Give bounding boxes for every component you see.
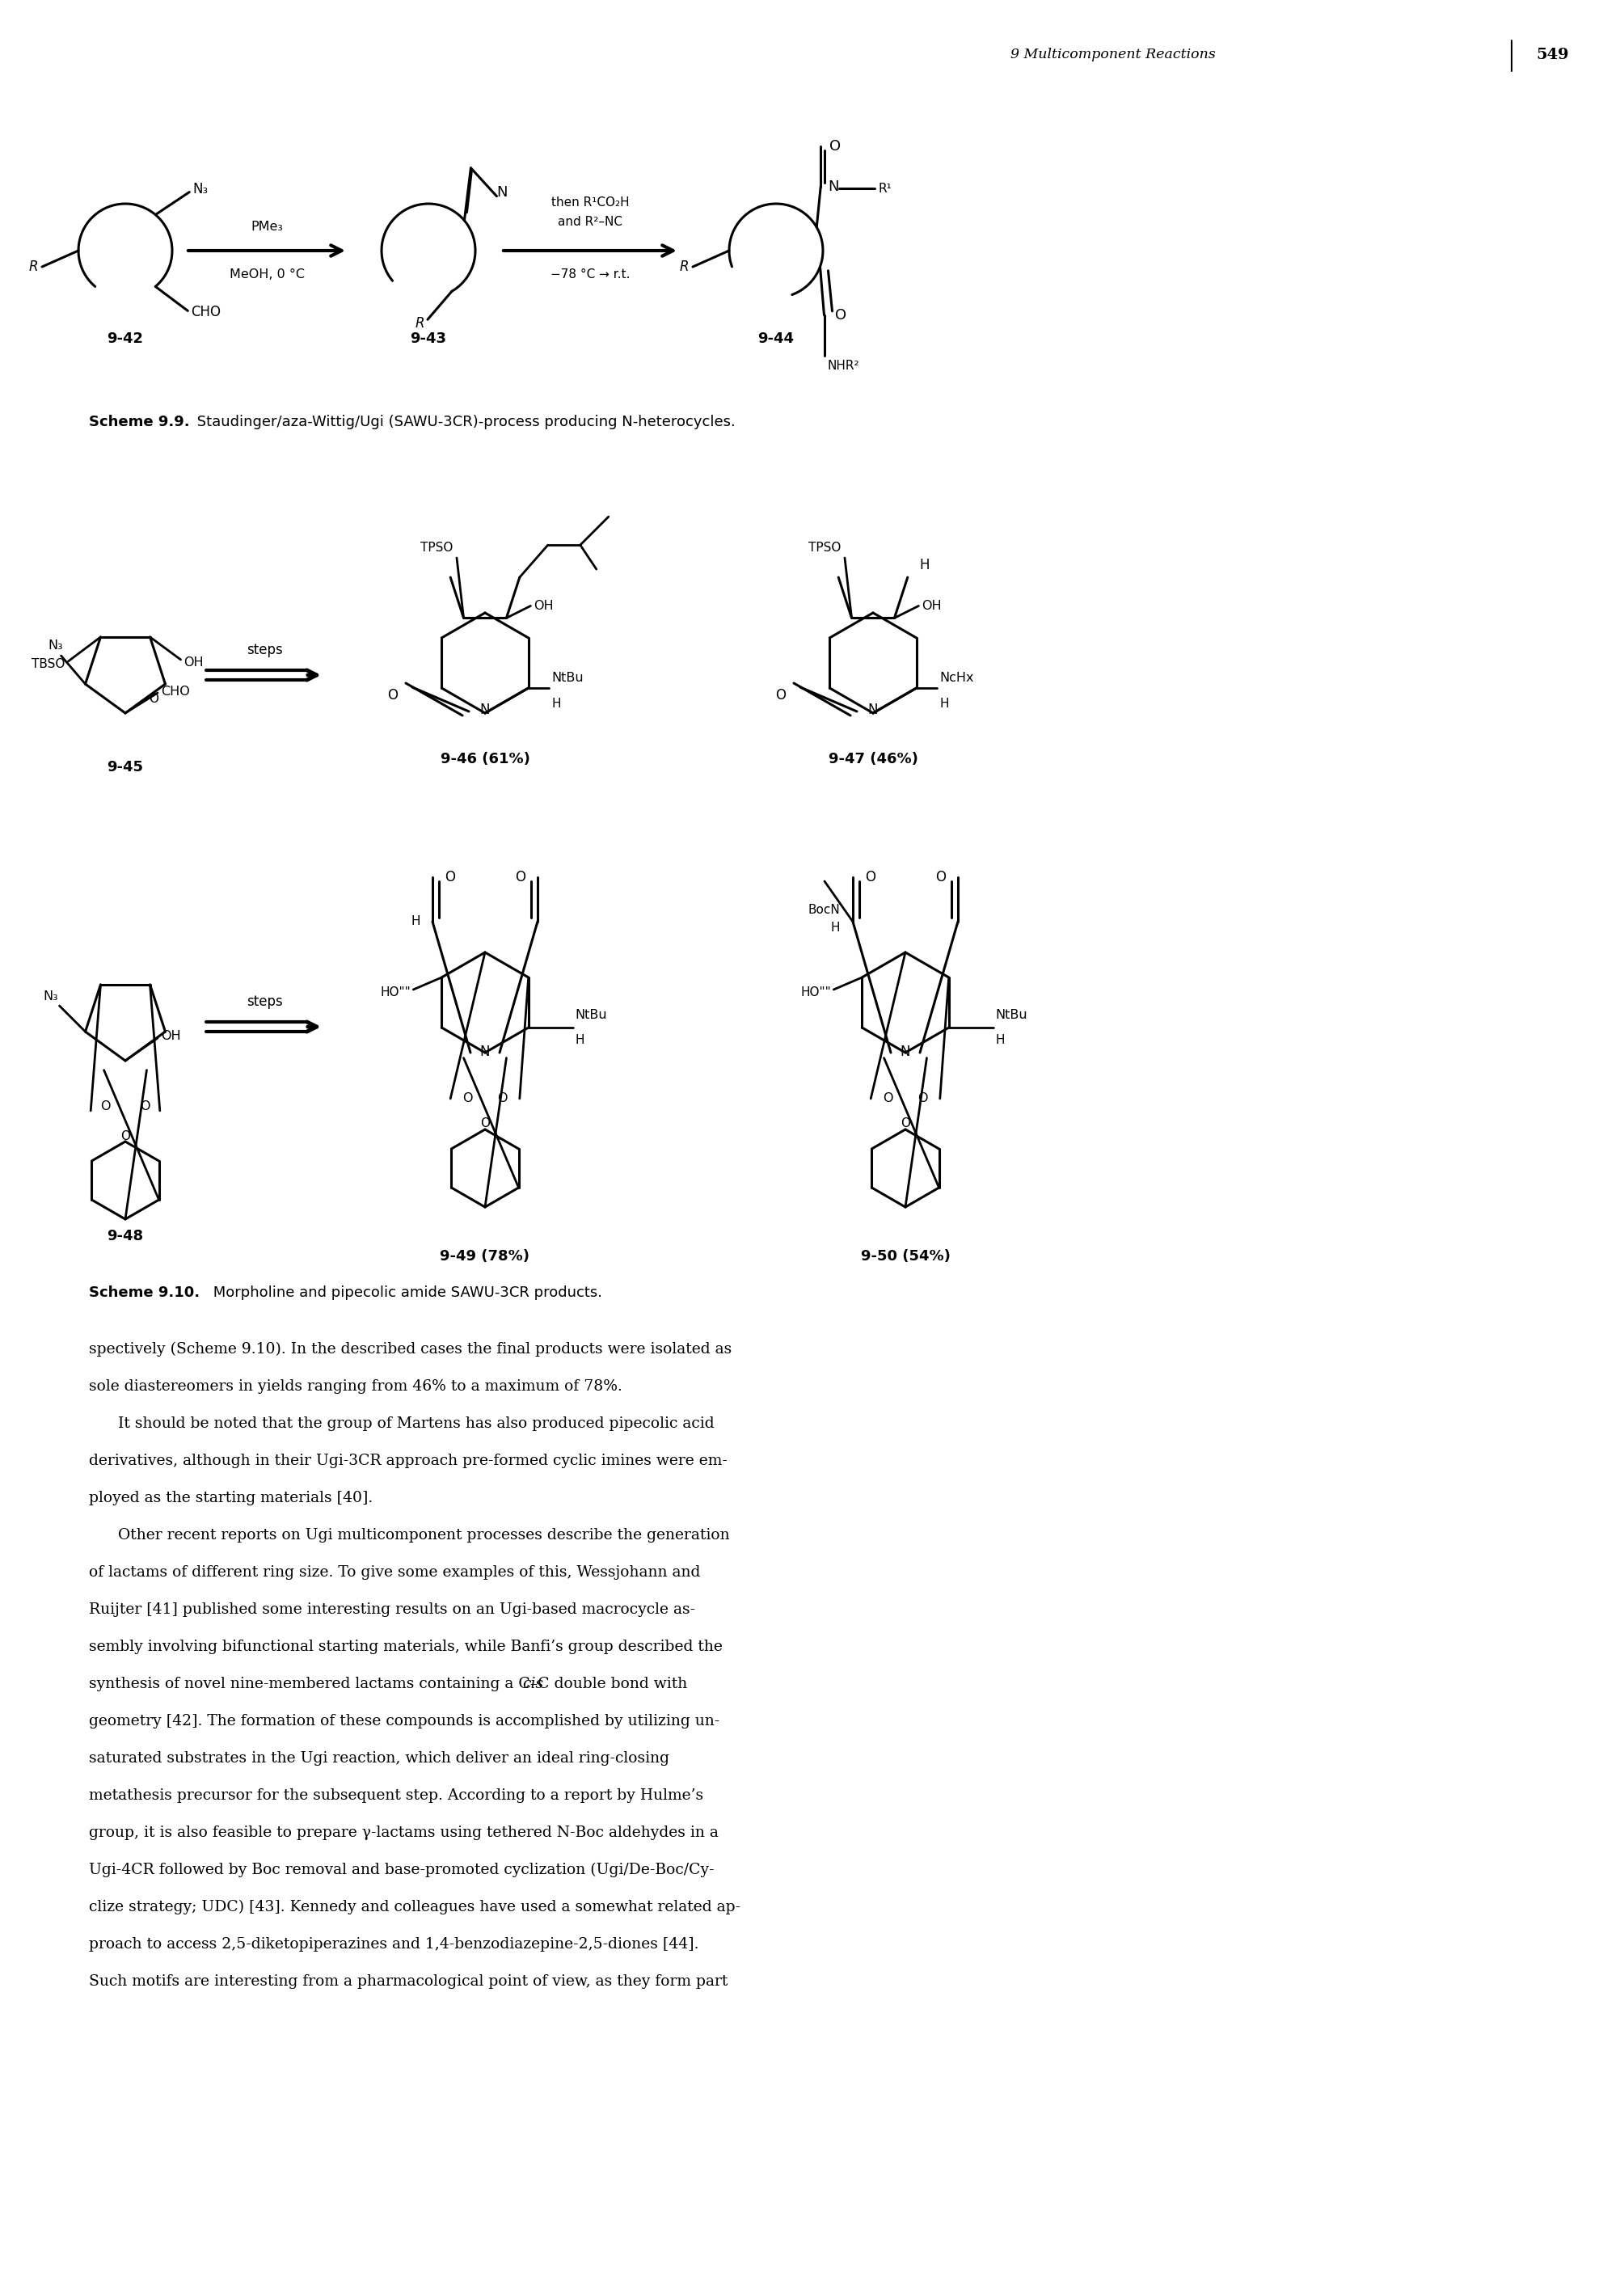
Text: 9-47 (46%): 9-47 (46%)	[828, 752, 918, 766]
Text: of lactams of different ring size. To give some examples of this, Wessjohann and: of lactams of different ring size. To gi…	[89, 1565, 700, 1579]
Text: It should be noted that the group of Martens has also produced pipecolic acid: It should be noted that the group of Mar…	[119, 1416, 715, 1430]
Text: N₃: N₃	[193, 181, 208, 197]
Text: 9 Multicomponent Reactions: 9 Multicomponent Reactions	[1010, 48, 1216, 62]
Text: TPSO: TPSO	[421, 543, 453, 555]
Text: O: O	[935, 871, 945, 885]
Text: 9-45: 9-45	[107, 761, 143, 775]
Text: N: N	[481, 704, 490, 717]
Text: PMe₃: PMe₃	[250, 220, 283, 234]
Text: BocN: BocN	[807, 903, 840, 915]
Text: OH: OH	[184, 658, 205, 669]
Text: O: O	[775, 688, 786, 704]
Text: clize strategy; UDC) [43]. Kennedy and colleagues have used a somewhat related a: clize strategy; UDC) [43]. Kennedy and c…	[89, 1900, 741, 1914]
Text: H: H	[552, 697, 562, 711]
Text: NtBu: NtBu	[575, 1008, 607, 1022]
Text: O: O	[515, 871, 526, 885]
Text: 549: 549	[1536, 48, 1569, 62]
Text: N: N	[828, 179, 840, 195]
Text: O: O	[835, 307, 846, 323]
Text: NtBu: NtBu	[996, 1008, 1028, 1022]
Text: 9-48: 9-48	[107, 1229, 143, 1245]
Text: N: N	[497, 186, 508, 199]
Text: derivatives, although in their Ugi-3CR approach pre-formed cyclic imines were em: derivatives, although in their Ugi-3CR a…	[89, 1453, 728, 1469]
Text: O: O	[148, 692, 158, 704]
Text: ployed as the starting materials [40].: ployed as the starting materials [40].	[89, 1490, 374, 1506]
Text: H: H	[575, 1034, 585, 1045]
Text: CHO: CHO	[161, 685, 190, 699]
Text: synthesis of novel nine-membered lactams containing a C–C double bond with: synthesis of novel nine-membered lactams…	[89, 1678, 692, 1691]
Text: Scheme 9.9.: Scheme 9.9.	[89, 415, 190, 429]
Text: Such motifs are interesting from a pharmacological point of view, as they form p: Such motifs are interesting from a pharm…	[89, 1973, 728, 1989]
Text: OH: OH	[922, 601, 942, 612]
Text: Morpholine and pipecolic amide SAWU-3CR products.: Morpholine and pipecolic amide SAWU-3CR …	[208, 1286, 603, 1300]
Text: O: O	[901, 1118, 909, 1130]
Text: TBSO: TBSO	[31, 658, 65, 672]
Text: O: O	[866, 871, 875, 885]
Text: O: O	[445, 871, 455, 885]
Text: N₃: N₃	[42, 990, 58, 1002]
Text: NcHx: NcHx	[940, 672, 974, 683]
Text: OH: OH	[161, 1031, 180, 1043]
Text: CHO: CHO	[192, 305, 221, 319]
Text: H: H	[919, 557, 931, 573]
Text: H: H	[940, 697, 948, 711]
Text: N: N	[900, 1045, 911, 1059]
Text: geometry [42]. The formation of these compounds is accomplished by utilizing un-: geometry [42]. The formation of these co…	[89, 1714, 719, 1728]
Text: cis: cis	[523, 1678, 544, 1691]
Text: R: R	[29, 259, 37, 275]
Text: −78 °C → r.t.: −78 °C → r.t.	[551, 268, 630, 280]
Text: O: O	[830, 140, 841, 154]
Text: O: O	[481, 1118, 490, 1130]
Text: Ruijter [41] published some interesting results on an Ugi-based macrocycle as-: Ruijter [41] published some interesting …	[89, 1602, 695, 1616]
Text: NtBu: NtBu	[552, 672, 585, 683]
Text: N: N	[481, 1045, 490, 1059]
Text: MeOH, 0 °C: MeOH, 0 °C	[229, 268, 304, 280]
Text: O: O	[918, 1093, 927, 1105]
Text: N: N	[867, 704, 879, 717]
Text: O: O	[140, 1100, 151, 1114]
Text: R: R	[679, 259, 689, 275]
Text: 9-50 (54%): 9-50 (54%)	[861, 1249, 950, 1263]
Text: metathesis precursor for the subsequent step. According to a report by Hulme’s: metathesis precursor for the subsequent …	[89, 1788, 703, 1804]
Text: HO"": HO""	[801, 986, 831, 997]
Text: H: H	[830, 921, 840, 935]
Text: H: H	[996, 1034, 1005, 1045]
Text: 9-44: 9-44	[758, 332, 794, 346]
Text: sole diastereomers in yields ranging from 46% to a maximum of 78%.: sole diastereomers in yields ranging fro…	[89, 1380, 622, 1394]
Text: OH: OH	[534, 601, 554, 612]
Text: saturated substrates in the Ugi reaction, which deliver an ideal ring-closing: saturated substrates in the Ugi reaction…	[89, 1751, 669, 1765]
Text: Ugi-4CR followed by Boc removal and base-promoted cyclization (Ugi/De-Boc/Cy-: Ugi-4CR followed by Boc removal and base…	[89, 1863, 715, 1877]
Text: group, it is also feasible to prepare γ-lactams using tethered N-Boc aldehydes i: group, it is also feasible to prepare γ-…	[89, 1824, 718, 1840]
Text: steps: steps	[247, 995, 283, 1008]
Text: sembly involving bifunctional starting materials, while Banfi’s group described : sembly involving bifunctional starting m…	[89, 1639, 723, 1655]
Text: O: O	[387, 688, 398, 704]
Text: then R¹CO₂H: then R¹CO₂H	[551, 197, 628, 209]
Text: 9-49 (78%): 9-49 (78%)	[440, 1249, 529, 1263]
Text: O: O	[463, 1093, 473, 1105]
Text: Staudinger/aza-Wittig/Ugi (SAWU-3CR)-process producing N-heterocycles.: Staudinger/aza-Wittig/Ugi (SAWU-3CR)-pro…	[192, 415, 736, 429]
Text: steps: steps	[247, 642, 283, 658]
Text: 9-42: 9-42	[107, 332, 143, 346]
Text: R¹: R¹	[879, 183, 892, 195]
Text: O: O	[883, 1093, 893, 1105]
Text: proach to access 2,5-diketopiperazines and 1,4-benzodiazepine-2,5-diones [44].: proach to access 2,5-diketopiperazines a…	[89, 1937, 698, 1950]
Text: O: O	[120, 1130, 130, 1141]
Text: O: O	[101, 1100, 110, 1114]
Text: TPSO: TPSO	[809, 543, 841, 555]
Text: spectively (Scheme 9.10). In the described cases the final products were isolate: spectively (Scheme 9.10). In the describ…	[89, 1343, 732, 1357]
Text: N₃: N₃	[47, 639, 63, 651]
Text: NHR²: NHR²	[827, 360, 859, 371]
Text: H: H	[411, 915, 421, 928]
Text: O: O	[497, 1093, 507, 1105]
Text: HO"": HO""	[380, 986, 411, 997]
Text: 9-43: 9-43	[411, 332, 447, 346]
Text: Scheme 9.10.: Scheme 9.10.	[89, 1286, 200, 1300]
Text: Other recent reports on Ugi multicomponent processes describe the generation: Other recent reports on Ugi multicompone…	[119, 1529, 729, 1543]
Text: and R²–NC: and R²–NC	[557, 215, 622, 227]
Text: R: R	[416, 316, 424, 330]
Text: 9-46 (61%): 9-46 (61%)	[440, 752, 529, 766]
